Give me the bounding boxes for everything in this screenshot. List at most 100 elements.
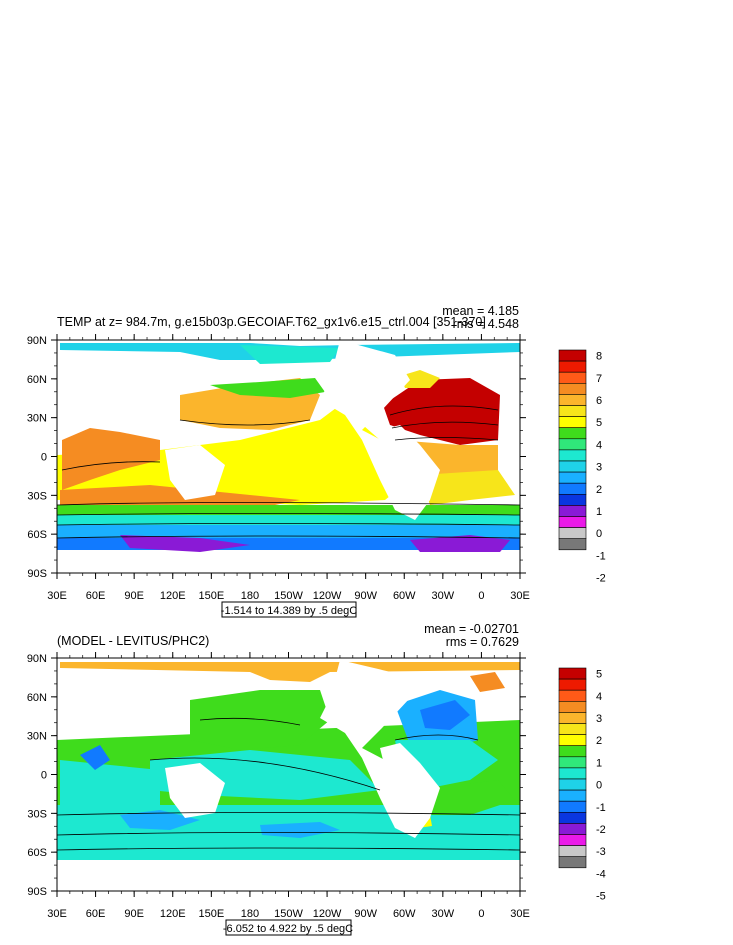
colorbar-label: -4: [596, 868, 606, 880]
y-tick-label: 0: [41, 452, 47, 464]
p2-atlantic-deep: [420, 700, 470, 730]
x-tick-label: 30W: [432, 908, 455, 920]
y-tick-label: 30N: [27, 413, 47, 425]
colorbar-swatch: [558, 712, 587, 724]
p1-ross: [120, 535, 250, 552]
colorbar-swatch: [558, 678, 587, 691]
y-tick-label: 60N: [27, 692, 47, 704]
colorbar-swatch: [558, 505, 587, 517]
p1-land-antarctica: [57, 552, 520, 573]
y-tick-label: 30S: [27, 808, 47, 820]
panel-1-colorbar: 8 7 6 5 4 3 2 1 0 -1 -2: [558, 349, 606, 585]
colorbar-swatch: [558, 856, 587, 869]
p2-land-americas: [320, 660, 430, 838]
colorbar-label: -1: [596, 550, 606, 562]
y-tick-label: 60S: [27, 847, 47, 859]
panel-1-temperature: TEMP at z= 984.7m, g.e15b03p.GECOIAF.T62…: [27, 304, 606, 618]
p1-labrador: [400, 370, 440, 388]
x-tick-label: 60W: [393, 908, 416, 920]
p1-land-australia: [165, 445, 225, 500]
panel-1-contour-info: -1.514 to 14.389 by .5 degC: [221, 605, 357, 617]
x-tick-label: 150W: [274, 590, 303, 602]
p2-arctic: [60, 662, 520, 682]
colorbar-label: 5: [596, 669, 602, 681]
colorbar-label: 4: [596, 691, 602, 703]
colorbar-swatch: [558, 767, 587, 780]
x-tick-label: 60E: [86, 590, 106, 602]
x-tick-label: 120W: [313, 590, 342, 602]
colorbar-label: 1: [596, 506, 602, 518]
colorbar-swatch: [558, 756, 587, 769]
p1-indian-warm: [62, 428, 160, 490]
panel-1-rms: rms = 4.548: [453, 317, 519, 331]
colorbar-swatch: [558, 471, 587, 484]
x-tick-label: 30W: [432, 590, 455, 602]
panel-2-y-axis: 90N 60N 30N 0 30S 60S 90S: [27, 653, 526, 898]
x-tick-label: 150W: [274, 908, 303, 920]
y-tick-label: 60N: [27, 374, 47, 386]
colorbar-swatch: [558, 538, 587, 551]
panel-2-title: (MODEL - LEVITUS/PHC2): [57, 634, 209, 648]
colorbar-label: 7: [596, 373, 602, 385]
x-tick-label: 180: [241, 908, 259, 920]
colorbar-swatch: [558, 745, 587, 758]
panel-1-title: TEMP at z= 984.7m, g.e15b03p.GECOIAF.T62…: [57, 315, 486, 329]
y-tick-label: 60S: [27, 529, 47, 541]
colorbar-swatch: [558, 689, 587, 702]
colorbar-label: 8: [596, 351, 602, 363]
p1-atlantic-north: [383, 378, 500, 445]
colorbar-swatch: [558, 845, 587, 857]
colorbar-swatch: [558, 371, 587, 384]
y-tick-label: 90N: [27, 335, 47, 347]
colorbar-swatch: [558, 723, 587, 735]
x-tick-label: 90W: [354, 908, 377, 920]
colorbar-swatch: [558, 834, 587, 846]
p2-contours: [57, 717, 520, 851]
x-tick-label: 120E: [160, 908, 186, 920]
y-tick-label: 0: [41, 770, 47, 782]
colorbar-swatch: [558, 394, 587, 406]
colorbar-swatch: [558, 734, 587, 746]
x-tick-label: 30E: [510, 908, 530, 920]
panel-1-x-axis: 30E 60E 90E 120E 150E 180 150W 120W 90W 60W 30W 0 30…: [47, 334, 530, 602]
p2-labrador: [470, 672, 505, 692]
colorbar-swatch: [558, 349, 587, 362]
colorbar-label: 1: [596, 757, 602, 769]
p2-north-pacific-green: [190, 690, 330, 750]
panel-1-mean: mean = 4.185: [442, 304, 519, 318]
panel-2-difference: (MODEL - LEVITUS/PHC2) mean = -0.02701 r…: [27, 622, 606, 936]
colorbar-label: 2: [596, 735, 602, 747]
colorbar-swatch: [558, 516, 587, 528]
x-tick-label: 90E: [124, 908, 144, 920]
colorbar-label: -2: [596, 573, 606, 585]
colorbar-label: -1: [596, 802, 606, 814]
x-tick-label: 60E: [86, 908, 106, 920]
p2-arabian-blue: [80, 745, 110, 770]
x-tick-label: 30E: [47, 590, 67, 602]
x-tick-label: 0: [478, 908, 484, 920]
colorbar-label: -2: [596, 824, 606, 836]
p1-south-atlantic: [420, 470, 515, 505]
y-tick-label: 90S: [27, 886, 47, 898]
p1-south-band-blue: [57, 525, 520, 538]
x-tick-label: 0: [478, 590, 484, 602]
colorbar-swatch: [558, 778, 587, 791]
x-tick-label: 30E: [510, 590, 530, 602]
panel-2-contour-info: -6.052 to 4.922 by .5 degC: [223, 923, 353, 935]
y-tick-label: 30S: [27, 490, 47, 502]
colorbar-swatch: [558, 800, 587, 813]
colorbar-swatch: [558, 460, 587, 473]
colorbar-label: -5: [596, 891, 606, 903]
panel-1-y-axis: 90N 60N 30N 0 30S 60S 90S: [27, 335, 526, 580]
colorbar-swatch: [558, 438, 587, 451]
y-tick-label: 90N: [27, 653, 47, 665]
colorbar-label: 0: [596, 528, 602, 540]
panel-2-map: [57, 658, 520, 891]
colorbar-swatch: [558, 700, 587, 713]
x-tick-label: 150E: [198, 908, 224, 920]
y-tick-label: 90S: [27, 568, 47, 580]
p2-south-blue-2: [260, 822, 340, 838]
colorbar-label: 3: [596, 462, 602, 474]
panel-2-x-axis: 30E 60E 90E 120E 150E 180 150W 120W 90W 60W 30W 0 30…: [47, 652, 530, 920]
